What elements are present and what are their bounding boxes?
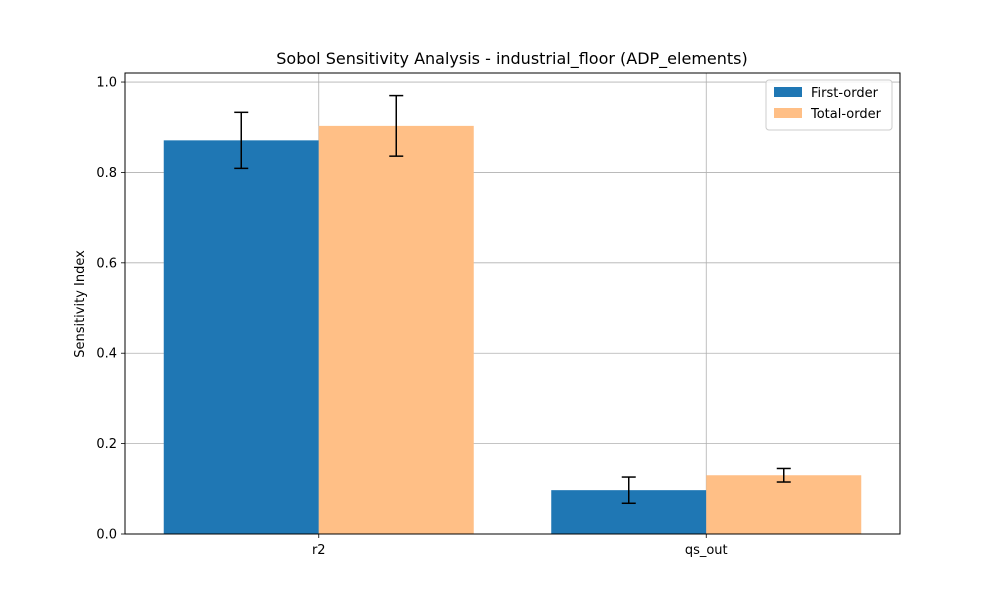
- chart-title: Sobol Sensitivity Analysis - industrial_…: [276, 49, 747, 69]
- plot-area-frame: [124, 72, 901, 535]
- bar-total-order-r2: [318, 125, 474, 535]
- axis-ticks: 0.0 0.2 0.4 0.6 0.8 1.0 r2 qs_out: [96, 76, 727, 558]
- legend-label: Total-order: [810, 107, 882, 122]
- y-tick-label: 0.6: [96, 256, 117, 271]
- y-tick-label: 0.4: [96, 347, 117, 362]
- legend: First-order Total-order: [765, 79, 893, 131]
- error-bars: [234, 94, 791, 505]
- legend-swatch: [774, 108, 802, 118]
- y-axis-label: Sensitivity Index: [73, 250, 88, 358]
- x-tick-label: r2: [312, 543, 326, 558]
- legend-label: First-order: [811, 86, 879, 101]
- y-tick-label: 0.8: [96, 166, 117, 181]
- y-tick-label: 0.2: [96, 437, 117, 452]
- y-tick-label: 0.0: [96, 528, 117, 543]
- y-tick-label: 1.0: [96, 76, 117, 91]
- x-tick-label: qs_out: [685, 543, 728, 558]
- bar-total-order-qs_out: [706, 475, 862, 534]
- bars: [163, 125, 862, 535]
- legend-swatch: [774, 87, 802, 97]
- bar-first-order-r2: [163, 140, 319, 534]
